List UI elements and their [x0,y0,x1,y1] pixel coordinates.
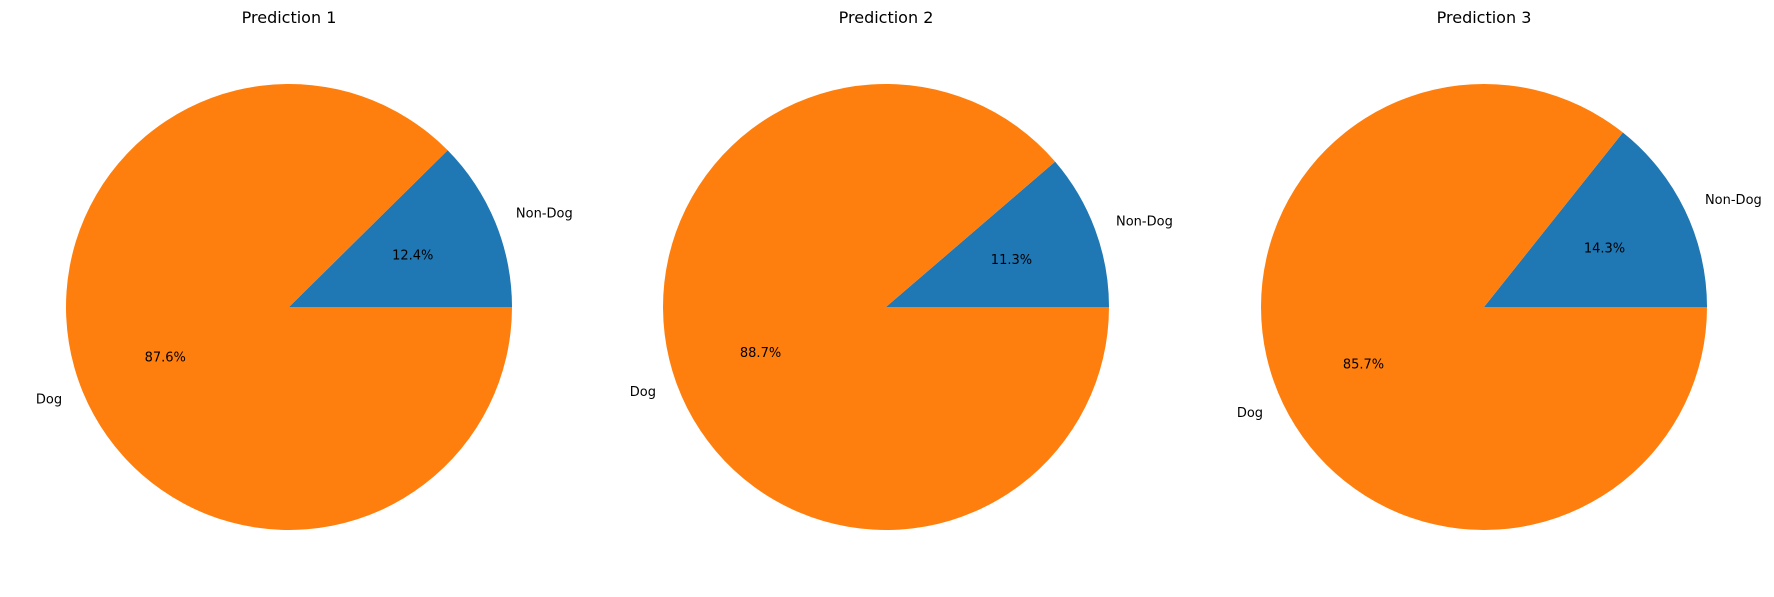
pie-chart-1: Prediction 1 Non-Dog Dog 12.4% 87.6% [36,8,573,531]
pie-slices-1 [66,84,512,531]
slice-value-label-1-0: 12.4% [392,249,433,264]
pie-chart-3: Prediction 3 Non-Dog Dog 14.3% 85.7% [1237,8,1762,531]
pie-slices-2 [663,84,1109,531]
pie-chart-2: Prediction 2 Non-Dog Dog 11.3% 88.7% [630,8,1173,531]
slice-value-label-1-1: 87.6% [145,350,186,365]
chart-title-1: Prediction 1 [242,8,337,27]
pie-slice-1-0 [289,150,512,307]
slice-label-2-1: Dog [630,385,656,400]
slice-label-1-1: Dog [36,393,62,408]
pie-slice-3-1 [1261,84,1707,531]
slice-value-label-2-0: 11.3% [991,253,1032,268]
slice-value-label-2-1: 88.7% [740,346,781,361]
pie-slice-2-1 [663,84,1109,531]
slice-label-1-0: Non-Dog [516,206,573,221]
chart-title-2: Prediction 2 [839,8,934,27]
pie-slice-3-0 [1484,132,1707,307]
pie-slice-2-0 [886,161,1109,307]
slice-label-3-0: Non-Dog [1705,193,1762,208]
slice-value-label-3-1: 85.7% [1343,358,1384,373]
chart-title-3: Prediction 3 [1437,8,1532,27]
pie-slice-1-1 [66,84,512,531]
slice-label-2-0: Non-Dog [1116,214,1173,229]
slice-value-label-3-0: 14.3% [1584,241,1625,256]
pie-slices-3 [1261,84,1707,531]
slice-label-3-1: Dog [1237,406,1263,421]
